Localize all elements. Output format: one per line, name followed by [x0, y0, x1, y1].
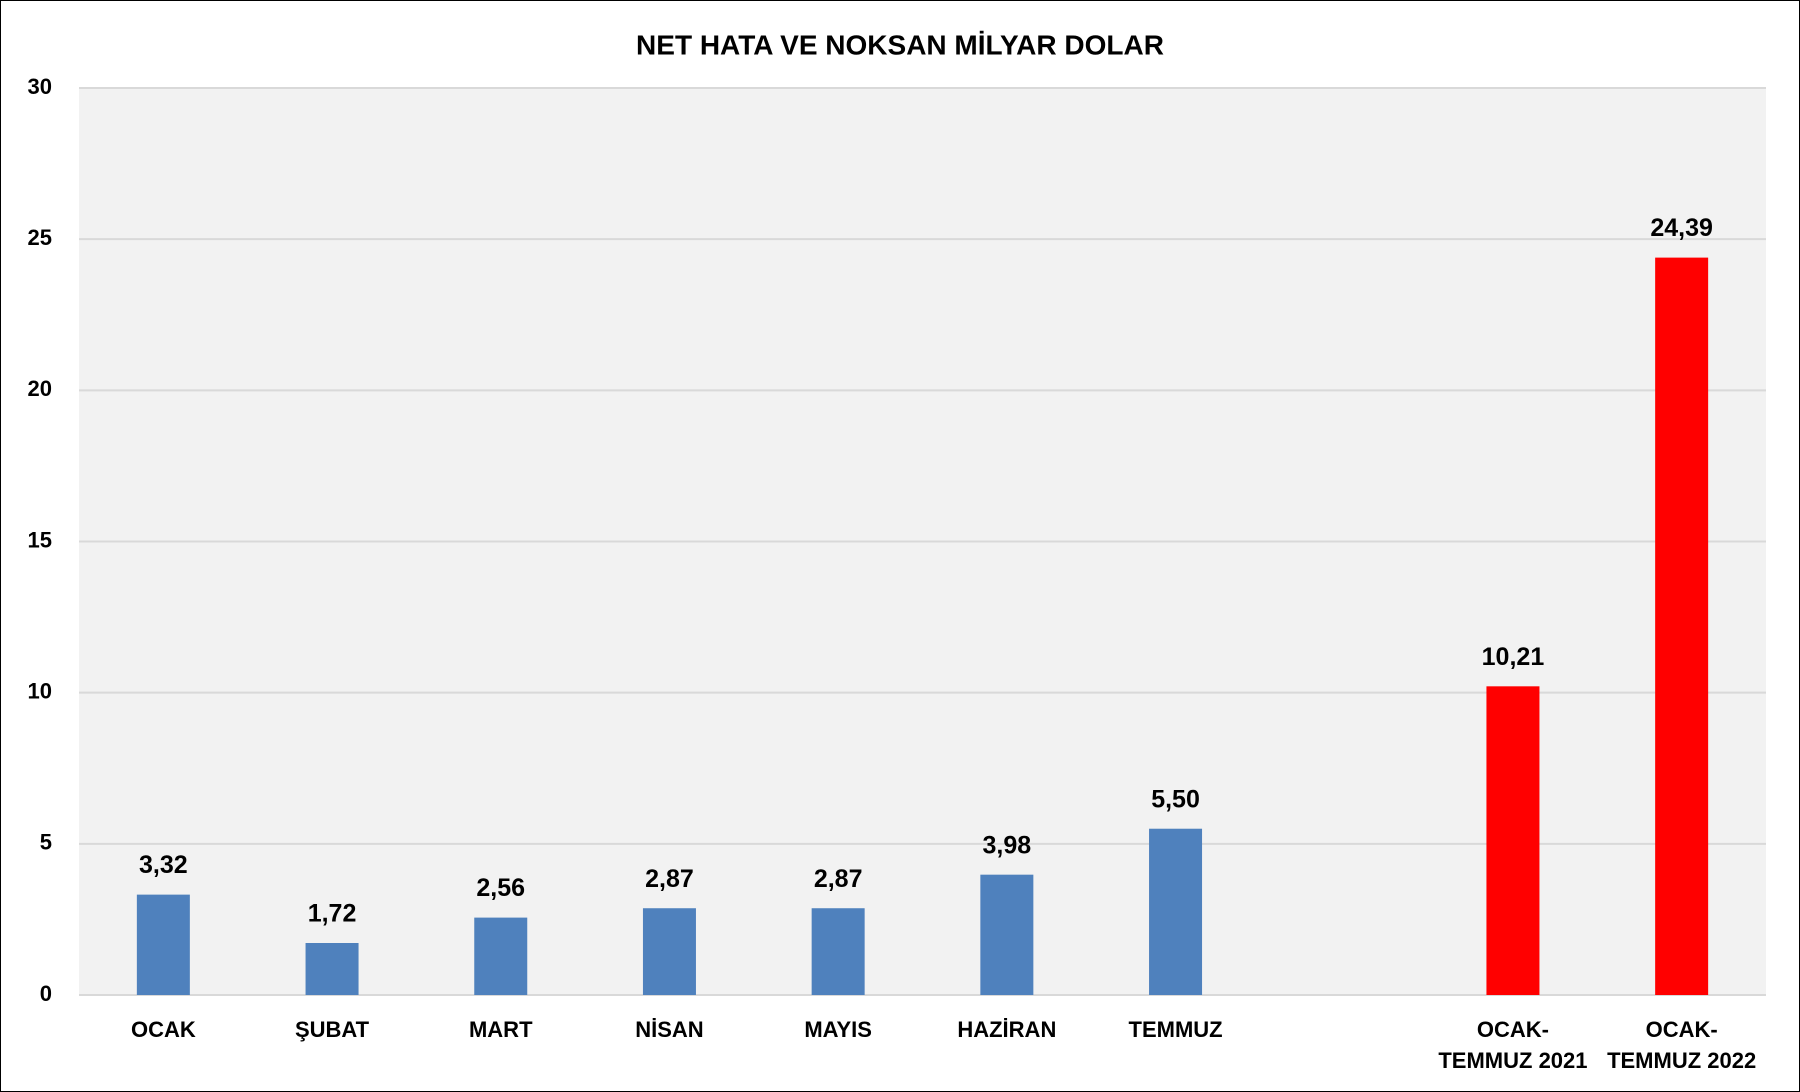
x-tick-label: HAZİRAN	[957, 1017, 1056, 1042]
y-tick-label: 20	[28, 376, 52, 401]
value-label: 10,21	[1482, 643, 1545, 671]
y-tick-label: 5	[40, 830, 52, 855]
bar	[642, 908, 696, 995]
x-tick-label: MAYIS	[804, 1017, 872, 1042]
value-label: 3,32	[139, 851, 188, 879]
bar	[1149, 828, 1203, 995]
value-label: 24,39	[1650, 214, 1713, 242]
value-label: 2,56	[476, 874, 525, 902]
value-label: 3,98	[983, 831, 1032, 859]
x-tick-label: OCAK-TEMMUZ 2021	[1438, 1017, 1587, 1073]
y-tick-label: 25	[28, 225, 52, 250]
bar	[811, 908, 865, 995]
bar	[1655, 257, 1709, 995]
x-tick-label: TEMMUZ	[1129, 1017, 1223, 1042]
bar	[980, 874, 1034, 995]
chart-title: NET HATA VE NOKSAN MİLYAR DOLAR	[636, 29, 1164, 60]
y-tick-label: 10	[28, 678, 52, 703]
x-tick-label: OCAK-TEMMUZ 2022	[1607, 1017, 1756, 1073]
x-tick-label: MART	[469, 1017, 533, 1042]
value-label: 1,72	[308, 900, 357, 928]
x-tick-label: ŞUBAT	[295, 1017, 370, 1042]
value-label: 2,87	[814, 865, 863, 893]
y-tick-label: 0	[40, 981, 52, 1006]
x-tick-label: NİSAN	[635, 1017, 703, 1042]
bar	[1486, 686, 1540, 995]
value-label: 2,87	[645, 865, 694, 893]
x-tick-label: OCAK	[131, 1017, 196, 1042]
bar	[305, 942, 359, 995]
y-tick-label: 15	[28, 527, 52, 552]
value-label: 5,50	[1151, 785, 1200, 813]
bar	[136, 894, 190, 995]
bar	[474, 917, 528, 995]
y-tick-label: 30	[28, 74, 52, 99]
